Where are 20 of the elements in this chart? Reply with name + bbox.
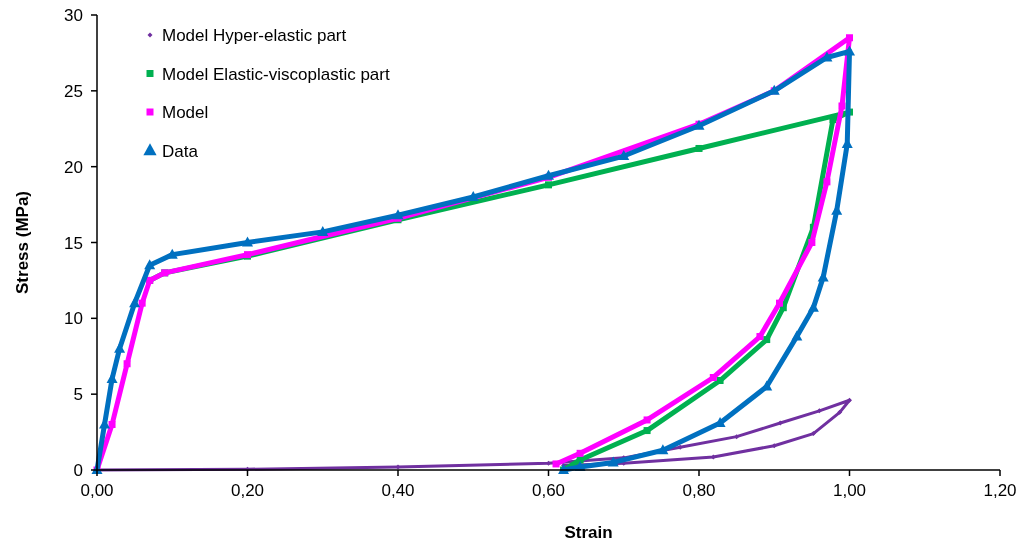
y-tick-label: 25 [64, 81, 83, 101]
y-tick-label: 10 [64, 309, 83, 329]
y-tick-label: 30 [64, 6, 83, 25]
x-tick-label: 0,00 [80, 481, 114, 500]
x-tick-label: 1,20 [983, 481, 1017, 500]
x-tick-label: 0,20 [230, 481, 265, 500]
x-axis-title: Strain [564, 523, 613, 542]
x-tick-label: 0,40 [381, 481, 415, 500]
y-tick-label: 20 [64, 157, 83, 177]
x-tick-label: 0,80 [682, 481, 716, 500]
y-tick-label: 5 [73, 385, 83, 405]
x-tick-label: 1,00 [832, 481, 867, 500]
legend-label: Data [162, 141, 199, 161]
legend-label: Model [162, 103, 209, 122]
legend-label: Model Elastic-viscoplastic part [162, 64, 390, 84]
x-tick-label: 0,60 [531, 481, 566, 500]
legend-label: Model Hyper-elastic part [162, 26, 347, 45]
y-tick-label: 15 [64, 233, 83, 253]
y-axis-title: Stress (MPa) [13, 191, 32, 294]
y-tick-label: 0 [73, 461, 83, 480]
